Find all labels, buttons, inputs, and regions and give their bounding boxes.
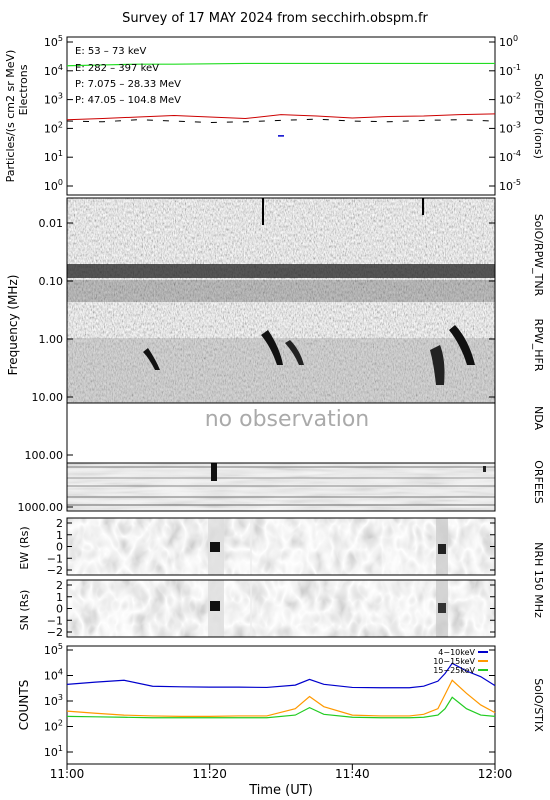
tick-label: 10-4 xyxy=(499,149,521,164)
rpw-tick-label: 1.00 xyxy=(39,333,64,346)
tick-label: 103 xyxy=(44,92,63,107)
epd-series-line xyxy=(66,62,495,67)
stix-series-lines xyxy=(66,662,496,719)
stix-panel: 105 104 103 102 101 4−10keV 10−15keV 15−25ke… xyxy=(17,642,545,765)
stix-series-line xyxy=(66,679,496,717)
rpw-panel: 0.01 0.10 1.00 10.00 Frequency (MHz) SolO/R… xyxy=(6,197,545,404)
tick-label: 103 xyxy=(44,693,63,708)
tick-label: 105 xyxy=(44,642,63,657)
nrh-tick-label: 0 xyxy=(56,603,63,616)
tick-label: 101 xyxy=(44,149,63,164)
epd-right-label: SolO/EPD (ions) xyxy=(532,73,545,159)
nrh-ew-yticks: 210−1−2 xyxy=(47,517,495,577)
epd-ylabel: Particles/(s cm2 sr MeV) xyxy=(4,50,17,183)
stix-ylabel: COUNTS xyxy=(17,680,31,731)
epd-series-line xyxy=(66,118,496,124)
rpw-ylabel: Frequency (MHz) xyxy=(6,275,20,376)
tick-label: 100 xyxy=(44,178,63,193)
time-axis-label: Time (UT) xyxy=(248,783,313,798)
epd-legend-entry: P: 7.075 – 28.33 MeV xyxy=(75,79,181,90)
rpw-right-label-tnr: SolO/RPW_TNR xyxy=(532,214,545,297)
time-axis: 11:00 11:20 11:40 12:00 xyxy=(50,764,513,781)
tick-label: 105 xyxy=(44,34,63,49)
nrh-tick-label: −1 xyxy=(47,552,63,565)
nrh-tick-label: 1 xyxy=(56,591,63,604)
rpw-tick-label: 0.01 xyxy=(39,217,64,230)
tick-label: 102 xyxy=(44,719,63,734)
nrh-tick-label: −2 xyxy=(47,626,63,639)
epd-legend-entry: E: 53 – 73 keV xyxy=(75,46,146,57)
stix-legend: 4−10keV 10−15keV 15−25keV xyxy=(433,648,488,675)
nrh-sn-label: SN (Rs) xyxy=(18,590,31,631)
nrh-tick-label: 1 xyxy=(56,529,63,542)
tick-label: 10-1 xyxy=(499,63,521,78)
rpw-tick-label: 0.10 xyxy=(39,275,64,288)
nrh-right-label: NRH 150 MHz xyxy=(532,542,545,618)
epd-legend-entry: E: 282 – 397 keV xyxy=(75,63,159,74)
stix-series-line xyxy=(66,662,496,689)
epd-legend-entry: P: 47.05 – 104.8 MeV xyxy=(75,95,181,106)
tick-label: 104 xyxy=(44,668,63,683)
tick-label: 101 xyxy=(44,744,63,759)
time-tick-label: 11:20 xyxy=(192,767,227,781)
orfees-yticks: 100.00 1000.00 xyxy=(18,449,73,514)
figure-title: Survey of 17 MAY 2024 from secchirh.obsp… xyxy=(122,11,428,26)
nrh-tick-label: −2 xyxy=(47,564,63,577)
tick-label: 10-3 xyxy=(499,120,521,135)
tick-label: 102 xyxy=(44,120,63,135)
nrh-tick-label: −1 xyxy=(47,614,63,627)
nrh-tick-label: 2 xyxy=(56,517,63,530)
nrh-tick-label: 2 xyxy=(56,579,63,592)
nrh-tick-label: 0 xyxy=(56,541,63,554)
nrh-sn-panel: 210−1−2 SN (Rs) NRH 150 MHz xyxy=(18,542,545,639)
nrh-ew-panel: 210−1−2 EW (Rs) xyxy=(18,517,496,577)
tick-label: 10-2 xyxy=(499,92,521,107)
nda-panel: no observation NDA xyxy=(66,402,545,464)
orfees-tick-label: 100.00 xyxy=(25,449,64,462)
epd-legend: E: 53 – 73 keV E: 282 – 397 keV P: 7.075… xyxy=(75,46,181,106)
nda-message: no observation xyxy=(205,407,370,432)
nda-right-label: NDA xyxy=(532,406,545,431)
rpw-tick-label: 10.00 xyxy=(32,391,64,404)
stix-legend-entry: 10−15keV xyxy=(433,657,475,666)
rpw-yticks: 0.01 0.10 1.00 10.00 xyxy=(32,217,495,404)
orfees-right-label: ORFEES xyxy=(532,460,545,504)
epd-yticks-right: 100 10-1 10-2 10-3 10-4 10-5 xyxy=(489,34,521,193)
stix-legend-entry: 4−10keV xyxy=(438,648,475,657)
time-tick-label: 12:00 xyxy=(478,767,513,781)
rpw-right-label-hfr: RPW_HFR xyxy=(532,319,545,372)
nrh-sn-yticks: 210−1−2 xyxy=(47,579,495,639)
nrh-ew-label: EW (Rs) xyxy=(18,526,31,569)
tick-label: 10-5 xyxy=(499,178,521,193)
epd-ylabel-electrons: Electrons xyxy=(17,64,30,115)
orfees-panel: 100.00 1000.00 ORFEES xyxy=(18,449,546,514)
orfees-tick-label: 1000.00 xyxy=(18,501,64,514)
time-tick-label: 11:00 xyxy=(50,767,85,781)
stix-right-label: SolO/STIX xyxy=(532,678,545,732)
tick-label: 104 xyxy=(44,63,63,78)
stix-series-line xyxy=(66,696,496,719)
epd-series-line xyxy=(66,113,496,121)
epd-series-lines xyxy=(66,62,496,137)
time-tick-label: 11:40 xyxy=(335,767,370,781)
tick-label: 100 xyxy=(499,34,518,49)
stix-legend-entry: 15−25keV xyxy=(433,666,475,675)
